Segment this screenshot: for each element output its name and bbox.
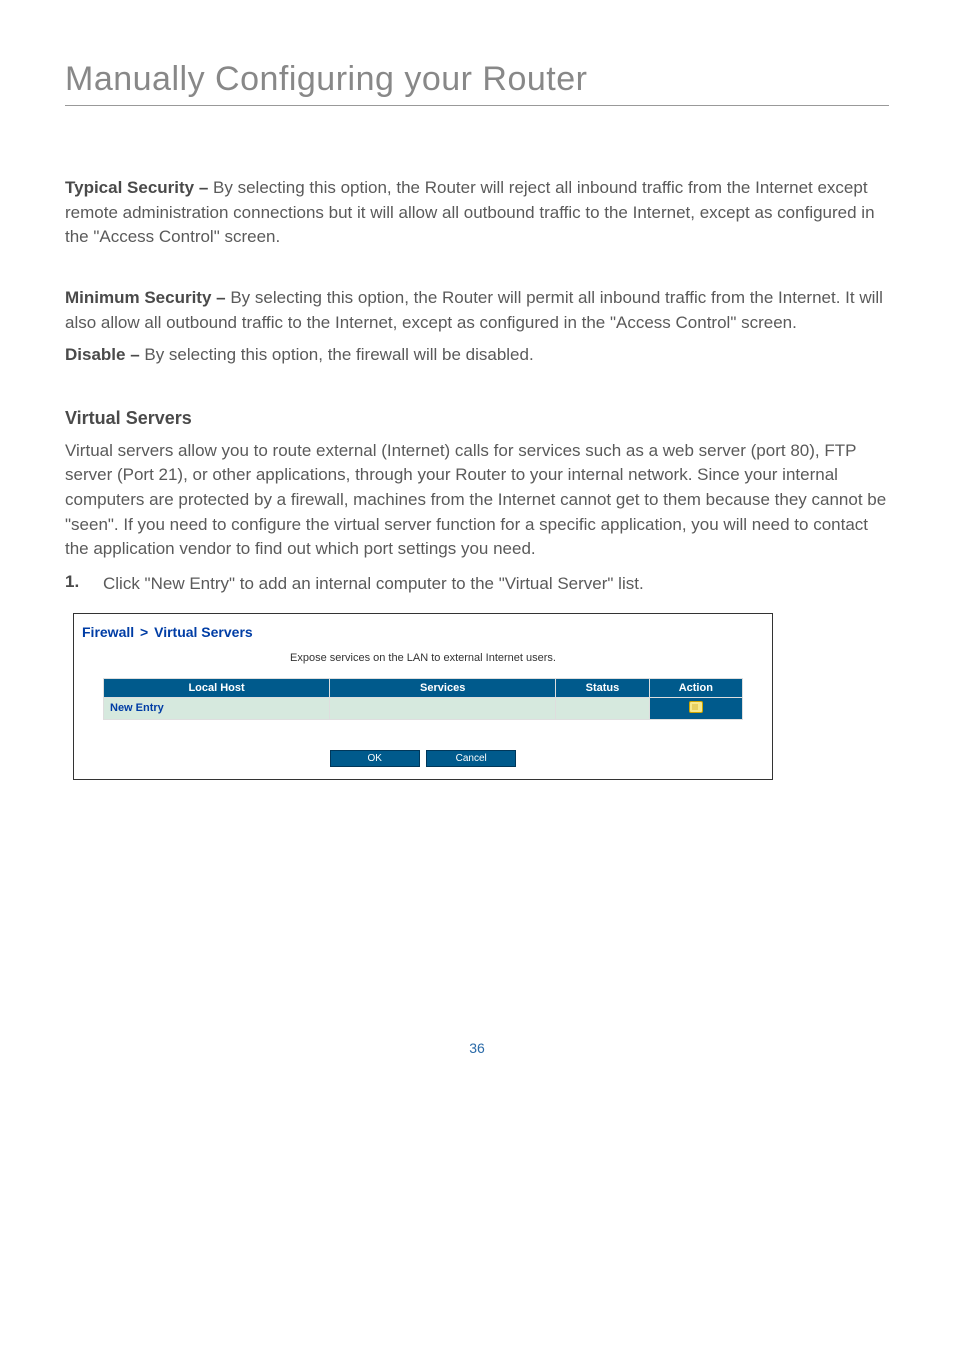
cancel-button[interactable]: Cancel — [426, 750, 516, 767]
col-local-host: Local Host — [104, 678, 330, 697]
typical-security-para: Typical Security – By selecting this opt… — [65, 176, 889, 250]
ok-button[interactable]: OK — [330, 750, 420, 767]
typical-security-label: Typical Security – — [65, 178, 213, 197]
page-number: 36 — [65, 1040, 889, 1056]
breadcrumb-separator: > — [140, 624, 148, 640]
step-1-number: 1. — [65, 572, 87, 597]
breadcrumb-virtual-servers[interactable]: Virtual Servers — [154, 624, 253, 640]
screenshot-subcaption: Expose services on the LAN to external I… — [80, 644, 766, 678]
minimum-security-label: Minimum Security – — [65, 288, 230, 307]
table-header-row: Local Host Services Status Action — [104, 678, 743, 697]
col-services: Services — [330, 678, 556, 697]
table-row: New Entry — [104, 697, 743, 719]
step-list: 1. Click "New Entry" to add an internal … — [65, 572, 889, 597]
breadcrumb: Firewall > Virtual Servers — [80, 620, 766, 644]
virtual-servers-intro: Virtual servers allow you to route exter… — [65, 439, 889, 562]
disable-label: Disable – — [65, 345, 144, 364]
step-1: 1. Click "New Entry" to add an internal … — [65, 572, 889, 597]
minimum-security-para: Minimum Security – By selecting this opt… — [65, 286, 889, 335]
breadcrumb-firewall[interactable]: Firewall — [82, 624, 134, 640]
disable-text: By selecting this option, the firewall w… — [144, 345, 533, 364]
col-action: Action — [649, 678, 742, 697]
virtual-servers-heading: Virtual Servers — [65, 408, 889, 429]
add-entry-icon[interactable] — [689, 701, 703, 713]
page-title: Manually Configuring your Router — [65, 60, 889, 106]
new-entry-link[interactable]: New Entry — [104, 697, 330, 719]
col-status: Status — [556, 678, 649, 697]
disable-para: Disable – By selecting this option, the … — [65, 343, 889, 368]
services-cell — [330, 697, 556, 719]
status-cell — [556, 697, 649, 719]
step-1-text: Click "New Entry" to add an internal com… — [103, 572, 889, 597]
action-cell[interactable] — [649, 697, 742, 719]
virtual-servers-screenshot: Firewall > Virtual Servers Expose servic… — [73, 613, 773, 780]
virtual-servers-table: Local Host Services Status Action New En… — [103, 678, 743, 720]
button-row: OK Cancel — [80, 744, 766, 773]
